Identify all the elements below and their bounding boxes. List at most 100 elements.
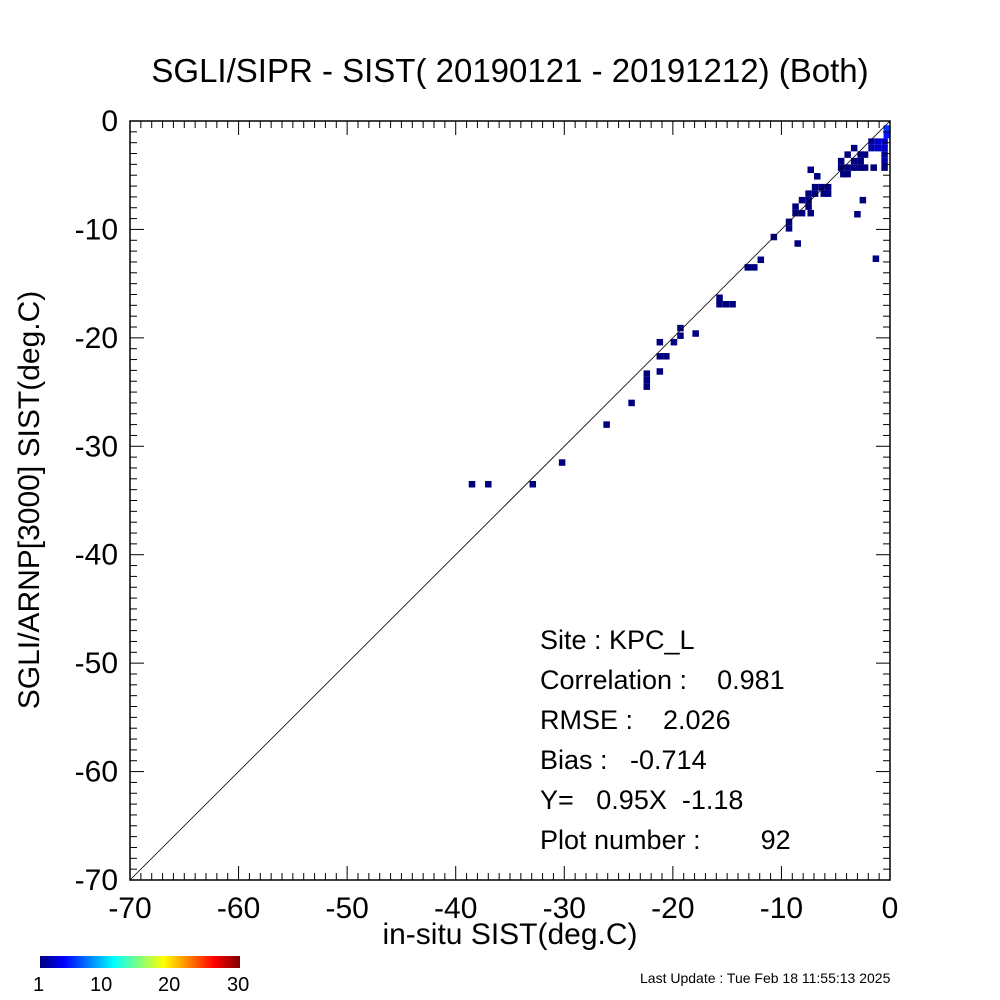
density-cell bbox=[677, 324, 684, 332]
one-to-one-line bbox=[129, 120, 891, 881]
x-tick-label: -70 bbox=[108, 892, 151, 925]
density-cell bbox=[868, 138, 875, 145]
density-cell bbox=[874, 144, 882, 152]
chart-title: SGLI/SIPR - SIST( 20190121 - 20191212) (… bbox=[151, 52, 869, 89]
density-cell bbox=[807, 209, 814, 217]
density-cell bbox=[850, 164, 858, 171]
density-cell bbox=[868, 144, 875, 152]
density-cell bbox=[643, 383, 651, 390]
density-cell bbox=[824, 183, 832, 191]
density-cell bbox=[857, 164, 864, 171]
density-cell bbox=[811, 190, 819, 197]
last-update-label: Last Update : Tue Feb 18 11:55:13 2025 bbox=[640, 970, 891, 986]
density-cell bbox=[844, 151, 851, 158]
bias-label: Bias : -0.714 bbox=[540, 745, 707, 775]
density-cell bbox=[837, 164, 845, 171]
density-cell bbox=[643, 370, 651, 377]
density-cell bbox=[805, 203, 812, 210]
density-cell bbox=[643, 376, 651, 384]
density-cell bbox=[692, 330, 699, 337]
density-cell bbox=[881, 138, 888, 145]
colorbar-tick-label: 10 bbox=[90, 974, 113, 996]
density-cell bbox=[603, 421, 610, 428]
density-cell bbox=[857, 157, 864, 165]
colorbar-tick-label: 1 bbox=[33, 974, 45, 996]
colorbar bbox=[40, 956, 240, 968]
density-cell bbox=[837, 157, 845, 165]
density-cell bbox=[883, 125, 890, 132]
density-cell bbox=[818, 183, 825, 191]
density-cell bbox=[881, 144, 888, 152]
density-cell bbox=[558, 459, 566, 466]
density-cell bbox=[485, 480, 492, 488]
density-cell bbox=[677, 332, 684, 339]
x-axis-label: in-situ SIST(deg.C) bbox=[382, 918, 638, 951]
density-cell bbox=[751, 264, 758, 271]
density-cell bbox=[468, 480, 476, 488]
density-cell bbox=[872, 255, 880, 262]
density-cell bbox=[824, 190, 832, 197]
density-cell bbox=[785, 225, 793, 232]
y-tick-label: 0 bbox=[101, 105, 118, 138]
density-cell bbox=[820, 190, 828, 197]
density-cell bbox=[529, 480, 537, 488]
statistics-box: Site : KPC_L Correlation : 0.981 RMSE : … bbox=[540, 620, 791, 860]
density-cell bbox=[844, 170, 851, 178]
density-cell bbox=[814, 173, 821, 180]
density-cell bbox=[840, 170, 847, 178]
density-cell bbox=[811, 183, 819, 191]
plot-number-label: Plot number : 92 bbox=[540, 825, 791, 855]
density-cell bbox=[716, 300, 723, 308]
density-cell bbox=[798, 196, 806, 204]
density-cell bbox=[874, 138, 882, 145]
density-cell bbox=[857, 151, 864, 158]
density-cell bbox=[722, 300, 730, 308]
density-cell bbox=[850, 144, 858, 152]
x-tick-label: -20 bbox=[651, 892, 694, 925]
y-tick-label: -60 bbox=[75, 756, 118, 789]
density-cell bbox=[870, 164, 877, 171]
y-tick-label: -10 bbox=[75, 213, 118, 246]
density-cell bbox=[883, 131, 890, 139]
density-cell bbox=[859, 196, 867, 204]
density-cell bbox=[881, 157, 888, 165]
density-cell bbox=[844, 164, 851, 171]
y-tick-label: -50 bbox=[75, 647, 118, 680]
density-cell bbox=[656, 353, 664, 360]
density-cell bbox=[792, 209, 799, 217]
colorbar-tick-label: 30 bbox=[227, 974, 250, 996]
density-cell bbox=[881, 151, 888, 158]
density-cell bbox=[628, 399, 635, 407]
x-tick-label: -60 bbox=[217, 892, 260, 925]
x-tick-label: 0 bbox=[882, 892, 899, 925]
axis-tick-labels: -70 -60 -50 -40 -30 -20 -10 0 -70 -60 -50 -40 -30 -20… bbox=[75, 105, 899, 925]
correlation-label: Correlation : 0.981 bbox=[540, 665, 785, 695]
density-cell bbox=[792, 203, 799, 210]
y-tick-label: -40 bbox=[75, 539, 118, 572]
density-cells bbox=[468, 125, 890, 488]
density-cell bbox=[861, 151, 869, 158]
regression-label: Y= 0.95X -1.18 bbox=[540, 785, 744, 815]
site-label: Site : KPC_L bbox=[540, 625, 695, 655]
x-tick-label: -10 bbox=[760, 892, 803, 925]
y-tick-label: -20 bbox=[75, 322, 118, 355]
y-tick-label: -30 bbox=[75, 430, 118, 463]
axis-ticks bbox=[129, 120, 891, 881]
density-cell bbox=[798, 209, 806, 217]
rmse-label: RMSE : 2.026 bbox=[540, 705, 731, 735]
density-cell bbox=[881, 164, 888, 171]
density-cell bbox=[861, 164, 869, 171]
density-cell bbox=[716, 294, 723, 301]
density-cell bbox=[729, 300, 736, 308]
density-cell bbox=[656, 368, 664, 375]
density-cell bbox=[850, 157, 858, 165]
y-tick-label: -70 bbox=[75, 864, 118, 897]
x-tick-label: -30 bbox=[543, 892, 586, 925]
x-tick-label: -40 bbox=[434, 892, 477, 925]
density-cell bbox=[663, 353, 670, 360]
y-axis-label: SGLI/ARNP[3000] SIST(deg.C) bbox=[13, 290, 46, 710]
density-cell bbox=[757, 256, 765, 264]
density-cell bbox=[805, 196, 812, 204]
density-cell bbox=[744, 264, 752, 271]
